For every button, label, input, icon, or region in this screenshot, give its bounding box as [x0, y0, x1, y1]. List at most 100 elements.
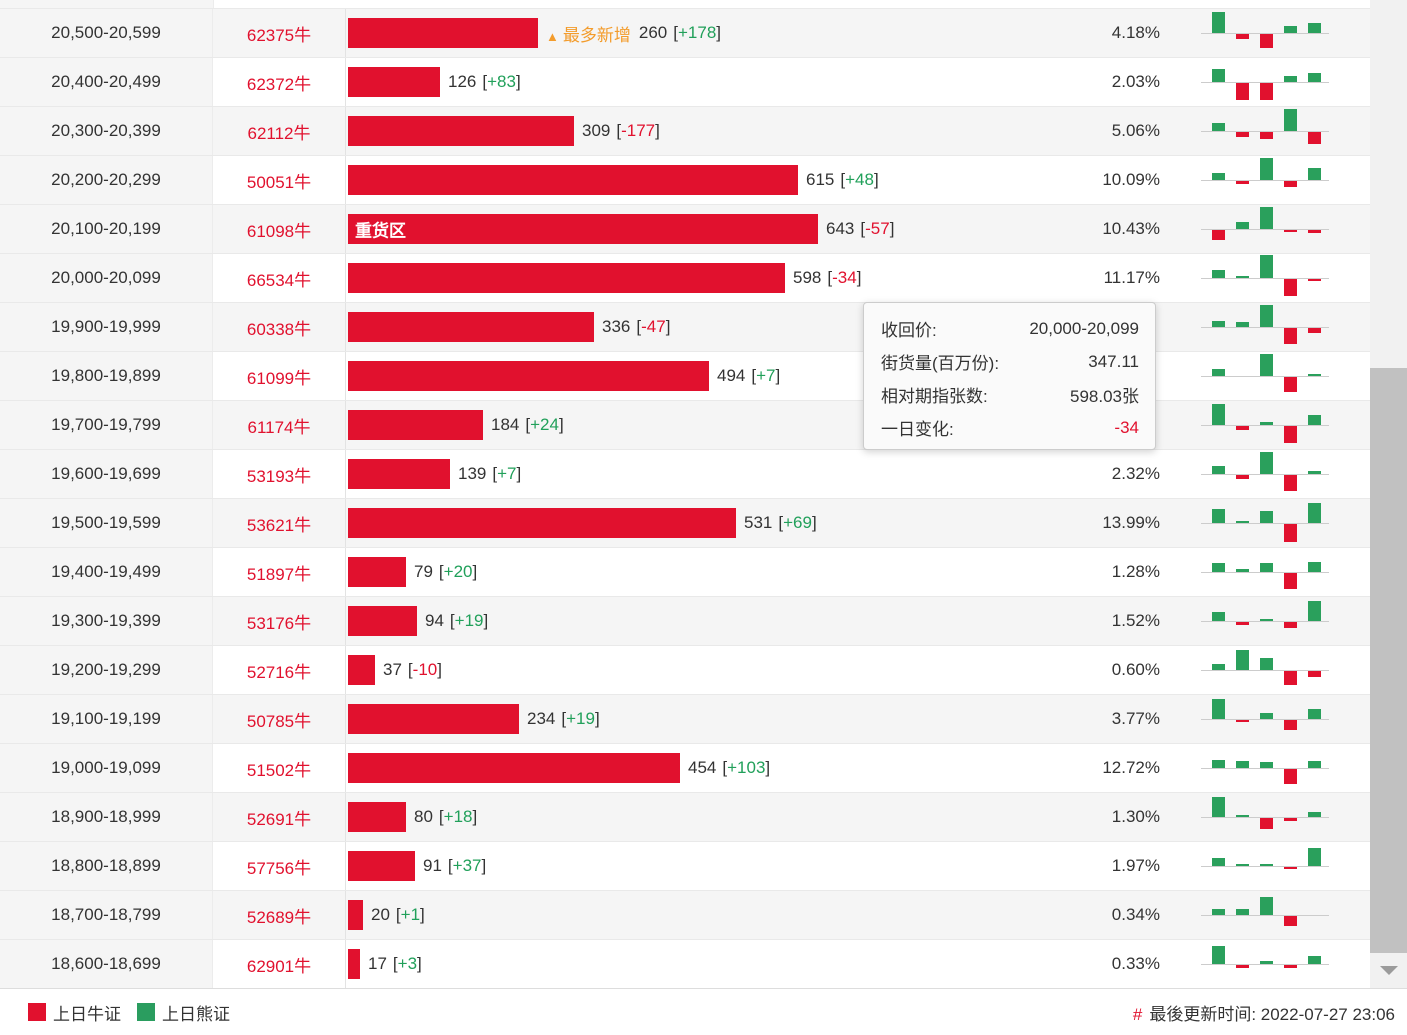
delta-wrap: [-34] — [827, 268, 862, 287]
bar-cell: 454 [+103] — [345, 744, 900, 792]
mini-bar — [1260, 452, 1273, 474]
table-row[interactable]: 19,000-19,099 51502牛 454 [+103] 12.72% — [0, 743, 1370, 792]
mini-trend-inner — [1201, 450, 1329, 498]
table-row[interactable]: 20,000-20,099 66534牛 598 [-34] 11.17% — [0, 253, 1370, 302]
table-row[interactable]: 19,200-19,299 52716牛 37 [-10] 0.60% — [0, 645, 1370, 694]
scrollbar-thumb[interactable] — [1370, 368, 1407, 953]
price-range-cell: 19,100-19,199 — [0, 695, 213, 743]
cbbc-code-link[interactable]: 52689牛 — [246, 907, 312, 927]
bar-value: 17 — [368, 954, 387, 973]
bar-cell: 309 [-177] — [345, 107, 900, 155]
scrollbar-down-button[interactable] — [1370, 953, 1407, 988]
cbbc-code-link[interactable]: 66534牛 — [246, 270, 312, 290]
volume-bar — [348, 949, 360, 979]
mini-bar — [1308, 132, 1321, 144]
mini-bar — [1260, 961, 1273, 964]
table-row[interactable]: 19,900-19,999 60338牛 336 [-47] — [0, 302, 1370, 351]
table-row[interactable]: 20,500-20,599 62375牛 ▲ 最多新增 260 [+178] 4.… — [0, 8, 1370, 57]
table-row[interactable]: 18,800-18,899 57756牛 91 [+37] 1.97% — [0, 841, 1370, 890]
bar-cell: 20 [+1] — [345, 891, 900, 939]
cbbc-code-link[interactable]: 50051牛 — [246, 172, 312, 192]
cbbc-code-link[interactable]: 60338牛 — [246, 319, 312, 339]
mini-bar — [1212, 69, 1225, 82]
cbbc-code-link[interactable]: 61098牛 — [246, 221, 312, 241]
table-row[interactable]: 18,700-18,799 52689牛 20 [+1] 0.34% — [0, 890, 1370, 939]
delta-wrap: [+7] — [492, 464, 522, 483]
cbbc-code-link[interactable]: 62375牛 — [246, 25, 312, 45]
mini-bar — [1212, 173, 1225, 180]
cbbc-code-link[interactable]: 53176牛 — [246, 613, 312, 633]
cbbc-code-link[interactable]: 53621牛 — [246, 515, 312, 535]
street-percentage: 10.43% — [1102, 219, 1160, 238]
mini-bar — [1236, 276, 1249, 278]
mini-bar — [1212, 858, 1225, 866]
volume-bar — [348, 165, 798, 195]
table-row[interactable]: 19,600-19,699 53193牛 139 [+7] 2.32% — [0, 449, 1370, 498]
mini-bar — [1284, 965, 1297, 968]
mini-bar — [1236, 34, 1249, 39]
bar-cell: 531 [+69] — [345, 499, 900, 547]
table-row[interactable]: 20,300-20,399 62112牛 309 [-177] 5.06% — [0, 106, 1370, 155]
mini-bar — [1212, 404, 1225, 425]
legend-item-bear: 上日熊证 — [137, 1000, 230, 1025]
cbbc-code-link[interactable]: 61174牛 — [247, 417, 311, 437]
delta-wrap: [+24] — [525, 415, 564, 434]
table-row[interactable]: 18,600-18,699 62901牛 17 [+3] 0.33% — [0, 939, 1370, 988]
mini-baseline — [1201, 817, 1329, 818]
street-percentage: 1.28% — [1111, 562, 1160, 581]
street-percentage: 5.06% — [1111, 121, 1160, 140]
bar-delta: +48 — [845, 170, 874, 189]
mini-trend-chart — [1160, 891, 1370, 939]
tooltip-value: 347.11 — [1088, 351, 1139, 371]
cbbc-code-link[interactable]: 52691牛 — [246, 809, 312, 829]
mini-baseline — [1201, 572, 1329, 573]
cbbc-code-link[interactable]: 62372牛 — [246, 74, 312, 94]
volume-bar: 重货区 — [348, 214, 818, 244]
cbbc-code-link[interactable]: 61099牛 — [246, 368, 312, 388]
cbbc-code-link[interactable]: 52716牛 — [246, 662, 312, 682]
mini-bar — [1284, 720, 1297, 730]
cbbc-code-link[interactable]: 51502牛 — [246, 760, 312, 780]
cbbc-code-link[interactable]: 50785牛 — [246, 711, 312, 731]
mini-bar — [1284, 916, 1297, 926]
table-row[interactable]: 19,500-19,599 53621牛 531 [+69] 13.99% — [0, 498, 1370, 547]
table-row[interactable]: 19,400-19,499 51897牛 79 [+20] 1.28% — [0, 547, 1370, 596]
mini-bar — [1284, 279, 1297, 296]
table-row[interactable]: 20,200-20,299 50051牛 615 [+48] 10.09% — [0, 155, 1370, 204]
mini-baseline — [1201, 964, 1329, 965]
price-range-cell — [0, 0, 214, 8]
bar-delta: -10 — [412, 660, 438, 679]
cbbc-code-link[interactable]: 57756牛 — [246, 858, 312, 878]
vertical-scrollbar[interactable] — [1370, 0, 1407, 988]
mini-trend-inner — [1201, 58, 1329, 106]
mini-bar — [1212, 760, 1225, 768]
bar-cell: 494 [+7] — [345, 352, 900, 400]
mini-trend-inner — [1201, 352, 1329, 400]
legend: 上日牛证 上日熊证 — [28, 1000, 246, 1025]
street-percentage: 0.33% — [1111, 954, 1160, 973]
price-range-cell: 20,300-20,399 — [0, 107, 213, 155]
table-row[interactable]: 20,100-20,199 61098牛 重货区 643 [-57] 10.43… — [0, 204, 1370, 253]
mini-trend-chart — [1160, 58, 1370, 106]
table-row[interactable]: 18,900-18,999 52691牛 80 [+18] 1.30% — [0, 792, 1370, 841]
table-row[interactable]: 20,400-20,499 62372牛 126 [+83] 2.03% — [0, 57, 1370, 106]
mini-bar — [1236, 965, 1249, 968]
bar-cell: 336 [-47] — [345, 303, 900, 351]
cbbc-code-link[interactable]: 53193牛 — [246, 466, 312, 486]
cbbc-code-link[interactable]: 62112牛 — [247, 123, 311, 143]
cbbc-code-link[interactable]: 51897牛 — [246, 564, 312, 584]
cbbc-code-link[interactable]: 62901牛 — [246, 956, 312, 976]
street-percentage: 1.97% — [1111, 856, 1160, 875]
hover-tooltip: 收回价: 20,000-20,099 街货量(百万份): 347.11 相对期指… — [863, 302, 1156, 450]
table-row[interactable]: 19,800-19,899 61099牛 494 [+7] — [0, 351, 1370, 400]
table-row[interactable]: 19,300-19,399 53176牛 94 [+19] 1.52% — [0, 596, 1370, 645]
table-row[interactable]: 19,700-19,799 61174牛 184 [+24] — [0, 400, 1370, 449]
volume-bar — [348, 361, 709, 391]
mini-baseline — [1201, 180, 1329, 181]
street-percentage: 0.34% — [1111, 905, 1160, 924]
volume-bar — [348, 802, 406, 832]
table-row[interactable]: 19,100-19,199 50785牛 234 [+19] 3.77% — [0, 694, 1370, 743]
bar-value: 139 — [458, 464, 487, 483]
mini-bar — [1260, 713, 1273, 719]
volume-bar — [348, 508, 736, 538]
